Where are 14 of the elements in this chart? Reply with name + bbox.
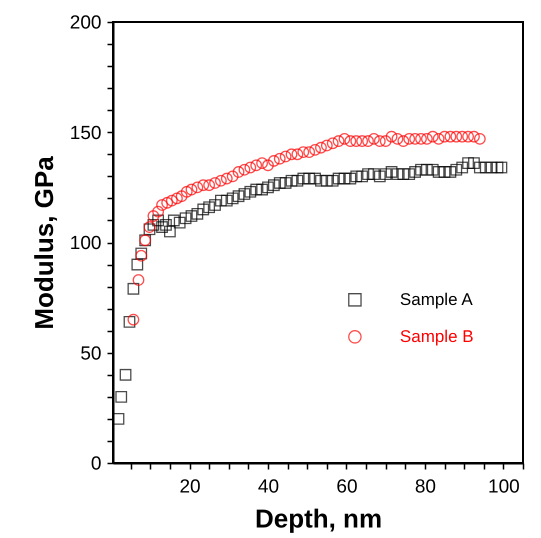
y-tick-label: 200 [70,12,102,34]
x-axis-title: Depth, nm [254,504,382,534]
x-tick-label: 20 [179,476,201,498]
legend-label: Sample A [400,290,474,309]
y-tick-label: 100 [70,233,102,254]
legend-label: Sample B [400,326,474,346]
x-tick-label: 60 [336,476,358,498]
x-tick-label: 80 [414,476,436,498]
y-tick-label: 0 [90,454,102,474]
y-tick-label: 150 [70,122,102,144]
x-tick-label: 40 [258,476,280,498]
x-tick-label: 100 [488,476,520,498]
y-axis-title: Modulus, GPa [28,156,59,330]
y-tick-label: 50 [80,343,102,364]
